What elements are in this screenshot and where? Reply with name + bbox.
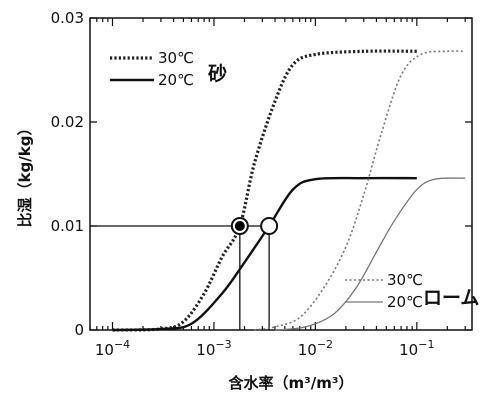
legend-label: 20℃ bbox=[387, 293, 423, 311]
x-tick-label: 10−1 bbox=[399, 338, 434, 359]
y-tick-label: 0 bbox=[74, 321, 84, 339]
legend-label: 30℃ bbox=[387, 271, 423, 289]
x-tick-label: 10−4 bbox=[95, 338, 130, 359]
y-tick-label: 0.03 bbox=[51, 9, 84, 27]
x-axis-title: 含水率（m³/m³） bbox=[229, 374, 354, 392]
legend-label: 20℃ bbox=[158, 71, 194, 89]
y-tick-label: 0.02 bbox=[51, 113, 84, 131]
marker-ring bbox=[260, 217, 279, 235]
series-line-loam-solid-thin bbox=[274, 177, 466, 331]
y-tick-label: 0.01 bbox=[51, 217, 84, 235]
marker-dot bbox=[234, 221, 245, 231]
legend-label: 30℃ bbox=[158, 49, 194, 67]
x-tick-label: 10−2 bbox=[298, 338, 333, 359]
x-tick-label: 10−3 bbox=[196, 338, 231, 359]
y-axis-title: 比湿（kg/kg） bbox=[16, 121, 34, 228]
group-label-loam: ローム bbox=[423, 287, 479, 309]
chart-labels: 0 0.01 0.02 0.03 10−4 10−3 10−2 10−1 含水率（m³/m³） 比… bbox=[16, 9, 479, 392]
plot-area bbox=[89, 17, 473, 332]
series-line-sand-dotted-bold bbox=[112, 49, 417, 332]
series-line-sand-solid-bold bbox=[112, 176, 417, 332]
group-label-sand: 砂 bbox=[208, 63, 227, 85]
